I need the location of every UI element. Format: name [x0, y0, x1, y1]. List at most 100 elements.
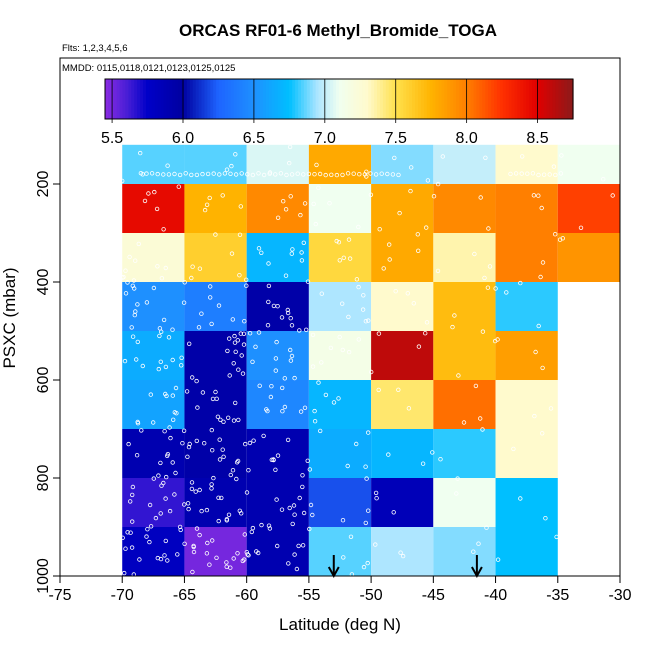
colorbar-segment	[479, 79, 483, 119]
sample-point	[194, 378, 199, 384]
heatmap-cell	[308, 331, 372, 380]
colorbar-segment	[458, 79, 463, 119]
colorbar-segment	[169, 79, 173, 119]
colorbar-segment	[476, 79, 480, 119]
colorbar-segment	[233, 79, 238, 119]
sample-point	[202, 207, 208, 213]
sample-point	[209, 486, 214, 491]
colorbar-segment	[300, 79, 305, 119]
sample-point	[430, 450, 435, 455]
sample-point	[214, 396, 219, 401]
colorbar-segment	[113, 79, 118, 119]
sample-point	[280, 409, 285, 414]
sample-point	[406, 406, 412, 411]
sample-point	[163, 265, 168, 271]
sample-point	[229, 251, 235, 256]
sample-point	[161, 227, 166, 232]
sample-point	[189, 275, 194, 281]
sample-point	[240, 371, 246, 376]
sample-point	[217, 172, 222, 177]
sample-point	[221, 419, 226, 424]
heatmap-cell	[308, 527, 372, 576]
heatmap-cell	[433, 527, 496, 576]
colorbar-segment	[178, 79, 182, 119]
sample-point	[337, 334, 342, 340]
sample-point	[312, 171, 317, 177]
sample-point	[220, 447, 225, 452]
colorbar-segment	[145, 79, 150, 119]
sample-point	[274, 497, 279, 502]
sample-point	[166, 335, 172, 340]
sample-point	[244, 283, 249, 288]
sample-point	[156, 473, 161, 478]
sample-point	[201, 441, 207, 446]
sample-point	[219, 495, 224, 501]
sample-point	[211, 475, 216, 481]
sample-point	[480, 427, 485, 432]
heatmap-cell	[308, 144, 372, 184]
colorbar-segment	[166, 79, 170, 119]
sample-point	[134, 453, 140, 458]
sample-point	[158, 511, 163, 516]
heatmap-cell	[184, 233, 247, 282]
sample-point	[405, 291, 410, 296]
sample-point	[221, 454, 226, 459]
sample-point	[416, 344, 422, 349]
x-tick-label: -55	[297, 587, 320, 604]
colorbar-segment	[540, 79, 545, 119]
colorbar-segment	[570, 79, 574, 119]
heatmap-cell	[122, 429, 185, 478]
sample-point	[268, 394, 274, 400]
sample-point	[373, 490, 379, 496]
colorbar-segment	[526, 79, 530, 119]
x-tick-label: -45	[422, 587, 445, 604]
colorbar-segment	[148, 79, 153, 119]
colorbar-segment	[283, 79, 287, 119]
heatmap-cell	[184, 282, 247, 331]
sample-point	[554, 534, 559, 540]
sample-point	[540, 260, 546, 265]
colorbar-segment	[485, 79, 489, 119]
sample-point	[228, 565, 233, 570]
colorbar-segment	[444, 79, 448, 119]
sample-point	[161, 480, 166, 486]
colorbar-segment	[186, 79, 191, 119]
sample-point	[179, 355, 184, 360]
sample-point	[175, 552, 180, 557]
sample-point	[300, 543, 306, 548]
colorbar: 5.5 6.0 6.5 7.0 7.5 8.0 8.5	[101, 78, 574, 147]
sample-point	[233, 152, 238, 157]
sample-point	[551, 164, 557, 169]
sample-point	[189, 375, 195, 380]
colorbar-segment	[359, 79, 363, 119]
sample-point	[351, 171, 356, 176]
sample-point	[329, 172, 334, 177]
sample-point	[363, 464, 368, 469]
sample-point	[536, 172, 541, 178]
colorbar-segment	[271, 79, 276, 119]
sample-point	[425, 178, 431, 183]
sample-point	[387, 242, 392, 247]
sample-point	[302, 201, 308, 206]
sample-point	[173, 385, 179, 391]
colorbar-segment	[470, 79, 475, 119]
heatmap-cell	[495, 144, 558, 184]
sample-point	[601, 176, 606, 182]
colorbar-segment	[195, 79, 200, 119]
heatmap-cell	[246, 331, 309, 380]
sample-point	[183, 171, 188, 176]
colorbar-segment	[257, 79, 261, 119]
sample-point	[225, 348, 230, 354]
colorbar-segment	[227, 79, 232, 119]
sample-point	[227, 373, 232, 378]
colorbar-segment	[555, 79, 559, 119]
sample-point	[435, 268, 441, 274]
colorbar-segment	[403, 79, 407, 119]
sample-point	[331, 400, 337, 405]
sample-point	[281, 198, 286, 204]
sample-point	[547, 172, 552, 177]
sample-point	[125, 280, 130, 285]
sample-point	[271, 457, 276, 462]
sample-point	[292, 375, 297, 381]
sample-point	[207, 295, 213, 300]
